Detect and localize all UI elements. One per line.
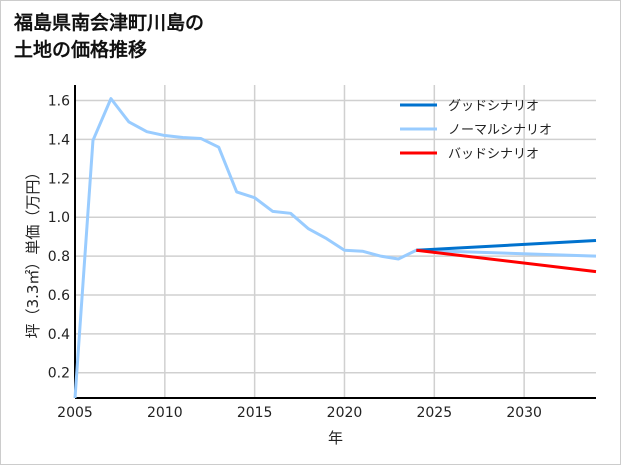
y-tick-label: 1.2 [48, 171, 70, 187]
y-tick-label: 0.4 [48, 327, 70, 343]
chart-title: 福島県南会津町川島の 土地の価格推移 [14, 10, 204, 64]
title-line-1: 福島県南会津町川島の [14, 12, 205, 34]
y-axis-label: 坪（3.3㎡）単価（万円） [24, 165, 42, 339]
x-tick-label: 2020 [327, 405, 363, 421]
y-tick-label: 0.8 [48, 249, 70, 265]
series-line [416, 248, 597, 274]
y-tick-label: 1.4 [48, 132, 70, 148]
series-line [416, 239, 597, 252]
series-line [73, 97, 597, 399]
x-tick-label: 2005 [57, 405, 93, 421]
y-tick-label: 1.6 [48, 94, 70, 110]
title-line-2: 土地の価格推移 [14, 39, 148, 61]
y-tick-label: 1.0 [48, 210, 70, 226]
x-tick-label: 2025 [416, 405, 452, 421]
x-axis-label: 年 [328, 429, 343, 447]
y-tick-label: 0.2 [48, 366, 70, 382]
x-tick-label: 2030 [506, 405, 542, 421]
legend-label: ノーマルシナリオ [448, 123, 552, 138]
legend-label: バッドシナリオ [448, 147, 539, 162]
legend-label: グッドシナリオ [448, 99, 539, 114]
x-tick-label: 2010 [147, 405, 183, 421]
x-tick-label: 2015 [237, 405, 273, 421]
y-tick-label: 0.6 [48, 288, 70, 304]
